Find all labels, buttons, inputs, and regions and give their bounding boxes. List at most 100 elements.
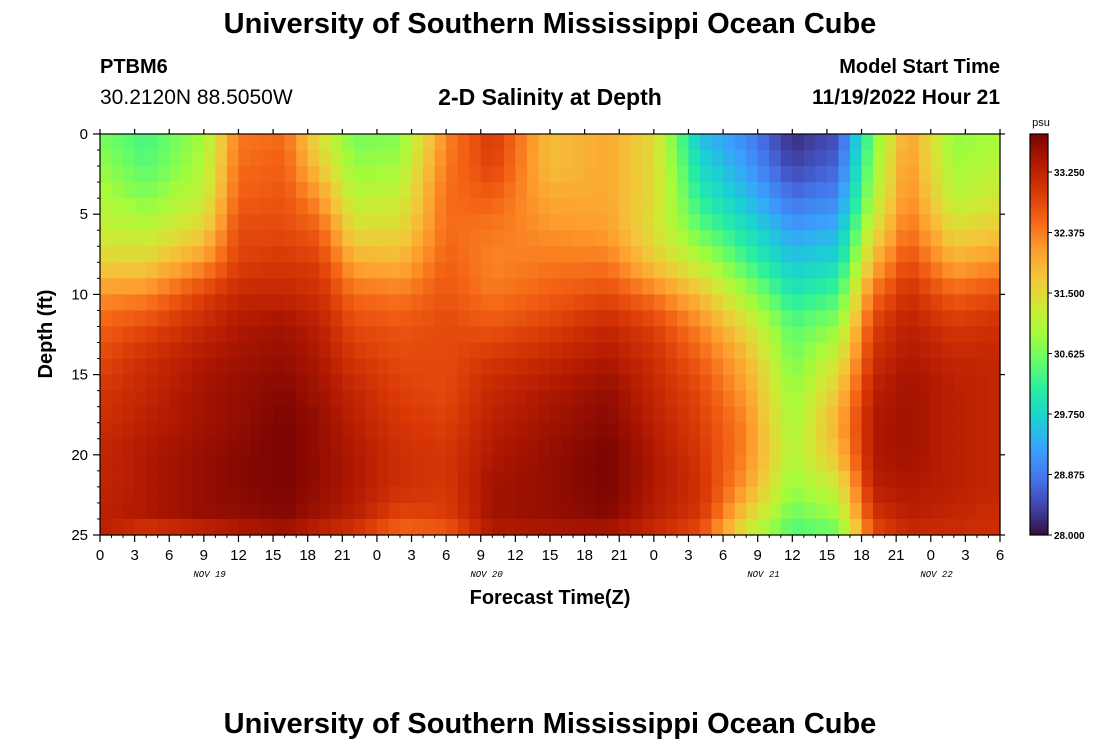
heatmap-cell (503, 278, 516, 295)
heatmap-cell (942, 326, 955, 344)
heatmap-cell (930, 182, 943, 199)
heatmap-cell (203, 342, 216, 360)
heatmap-cell (284, 406, 297, 424)
heatmap-cell (100, 342, 113, 360)
heatmap-cell (965, 406, 978, 424)
heatmap-cell (607, 486, 620, 504)
heatmap-cell (492, 182, 505, 199)
heatmap-cell (850, 358, 863, 376)
heatmap-cell (619, 214, 632, 231)
station-coordinates: 30.2120N 88.5050W (100, 86, 293, 109)
heatmap-cell (192, 134, 205, 151)
heatmap-cell (469, 294, 482, 312)
heatmap-cell (284, 214, 297, 231)
heatmap-cell (826, 406, 840, 424)
heatmap-cell (873, 246, 886, 263)
heatmap-cell (123, 198, 136, 215)
heatmap-cell (457, 406, 470, 424)
heatmap-cell (273, 358, 286, 376)
heatmap-cell (826, 502, 840, 520)
heatmap-cell (469, 470, 482, 488)
heatmap-cell (815, 214, 828, 231)
heatmap-cell (526, 406, 540, 424)
heatmap-cell (884, 422, 897, 440)
heatmap-cell (965, 246, 978, 263)
heatmap-cell (619, 358, 632, 376)
heatmap-cell (353, 358, 366, 376)
colorbar-tick-label: 28.000 (1054, 531, 1085, 542)
heatmap-cell (965, 278, 978, 295)
heatmap-cell (434, 230, 447, 247)
heatmap-cell (838, 310, 851, 328)
heatmap-cell (988, 150, 1001, 167)
heatmap-cell (723, 502, 736, 520)
heatmap-cell (423, 230, 436, 247)
heatmap-cell (388, 198, 401, 215)
heatmap-cell (630, 230, 643, 247)
heatmap-cell (965, 470, 978, 488)
heatmap-cell (307, 294, 320, 312)
heatmap-cell (976, 390, 990, 408)
heatmap-cell (353, 278, 366, 295)
heatmap-cell (561, 518, 574, 536)
heatmap-cell (930, 166, 943, 183)
heatmap-cell (700, 294, 713, 312)
heatmap-cell (296, 134, 309, 151)
heatmap-cell (838, 374, 851, 392)
heatmap-cell (792, 278, 805, 295)
heatmap-cell (550, 374, 563, 392)
heatmap-cell (665, 150, 678, 167)
heatmap-cell (723, 438, 736, 456)
heatmap-cell (250, 374, 263, 392)
heatmap-cell (284, 342, 297, 360)
heatmap-cell (480, 422, 493, 440)
heatmap-cell (111, 438, 124, 456)
heatmap-cell (838, 390, 851, 408)
heatmap-cell (446, 502, 459, 520)
heatmap-cell (526, 342, 540, 360)
heatmap-cell (838, 278, 851, 295)
heatmap-cell (273, 518, 286, 536)
heatmap-cell (919, 182, 932, 199)
heatmap-cell (353, 310, 366, 328)
heatmap-cell (561, 230, 574, 247)
heatmap-cell (919, 358, 932, 376)
heatmap-cell (273, 246, 286, 263)
heatmap-cell (134, 390, 147, 408)
heatmap-cell (353, 326, 366, 344)
heatmap-cell (596, 134, 609, 151)
heatmap-cell (596, 294, 609, 312)
heatmap-cell (515, 310, 528, 328)
heatmap-cell (307, 454, 320, 472)
heatmap-cell (411, 294, 424, 312)
heatmap-cell (896, 518, 909, 536)
heatmap-cell (826, 278, 840, 295)
heatmap-cell (919, 262, 932, 279)
heatmap-cell (273, 310, 286, 328)
heatmap-cell (850, 374, 863, 392)
heatmap-cell (526, 246, 540, 263)
heatmap-cell (550, 214, 563, 231)
heatmap-cell (480, 310, 493, 328)
heatmap-cell (700, 310, 713, 328)
heatmap-cell (146, 502, 159, 520)
heatmap-cell (688, 182, 701, 199)
heatmap-cell (215, 390, 228, 408)
heatmap-cell (850, 486, 863, 504)
heatmap-cell (284, 374, 297, 392)
heatmap-cell (619, 470, 632, 488)
heatmap-cell (873, 454, 886, 472)
heatmap-cell (573, 294, 586, 312)
heatmap-cell (561, 310, 574, 328)
heatmap-cell (584, 214, 597, 231)
heatmap-cell (826, 470, 840, 488)
heatmap-cell (584, 486, 597, 504)
heatmap-cell (261, 278, 274, 295)
heatmap-cell (353, 486, 366, 504)
heatmap-cell (192, 150, 205, 167)
heatmap-cell (226, 374, 240, 392)
heatmap-cell (157, 390, 170, 408)
heatmap-cell (953, 454, 966, 472)
heatmap-cell (388, 358, 401, 376)
heatmap-cell (769, 406, 782, 424)
